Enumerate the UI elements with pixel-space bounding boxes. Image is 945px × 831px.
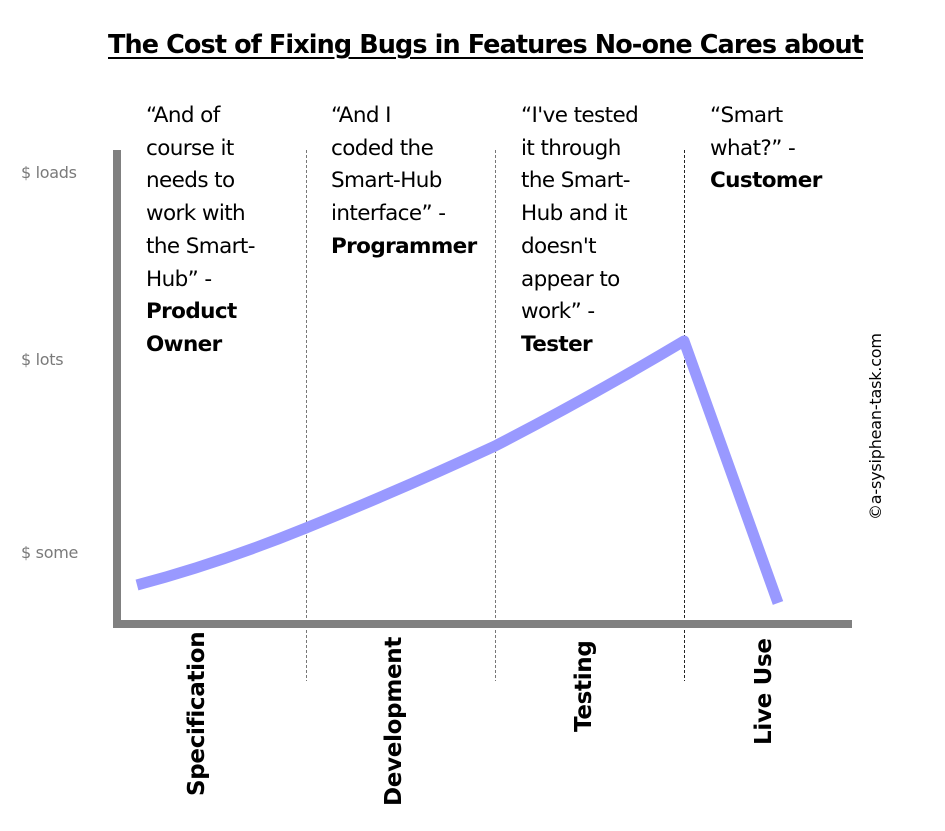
- copyright-notice: ©a-sysiphean-task.com: [866, 333, 885, 520]
- quote-text: “Smart what?” -: [710, 103, 796, 161]
- speaker-label: Customer: [710, 168, 822, 194]
- quote-text: “And of course it needs to work with the…: [146, 103, 256, 292]
- cost-curve: [135, 335, 784, 605]
- speaker-label: Programmer: [331, 233, 477, 259]
- y-axis: [113, 150, 121, 628]
- x-label-live-use: Live Use: [751, 638, 777, 745]
- chart-title: The Cost of Fixing Bugs in Features No-o…: [108, 30, 864, 60]
- quote-product-owner: “And of course it needs to work with the…: [146, 100, 256, 362]
- y-label-some: $ some: [21, 543, 79, 562]
- quote-tester: “I've tested it through the Smart- Hub a…: [521, 100, 639, 362]
- quote-text: “And I coded the Smart-Hub interface” -: [331, 103, 446, 227]
- x-label-development: Development: [381, 636, 407, 806]
- quote-programmer: “And I coded the Smart-Hub interface” - …: [331, 100, 477, 264]
- quote-text: “I've tested it through the Smart- Hub a…: [521, 103, 639, 325]
- speaker-label: Product Owner: [146, 299, 237, 357]
- quote-customer: “Smart what?” - Customer: [710, 100, 822, 198]
- y-label-lots: $ lots: [21, 350, 64, 369]
- speaker-label: Tester: [521, 331, 593, 357]
- x-axis: [113, 620, 852, 628]
- x-label-specification: Specification: [184, 631, 210, 796]
- y-label-loads: $ loads: [21, 163, 77, 182]
- x-label-testing: Testing: [571, 640, 597, 732]
